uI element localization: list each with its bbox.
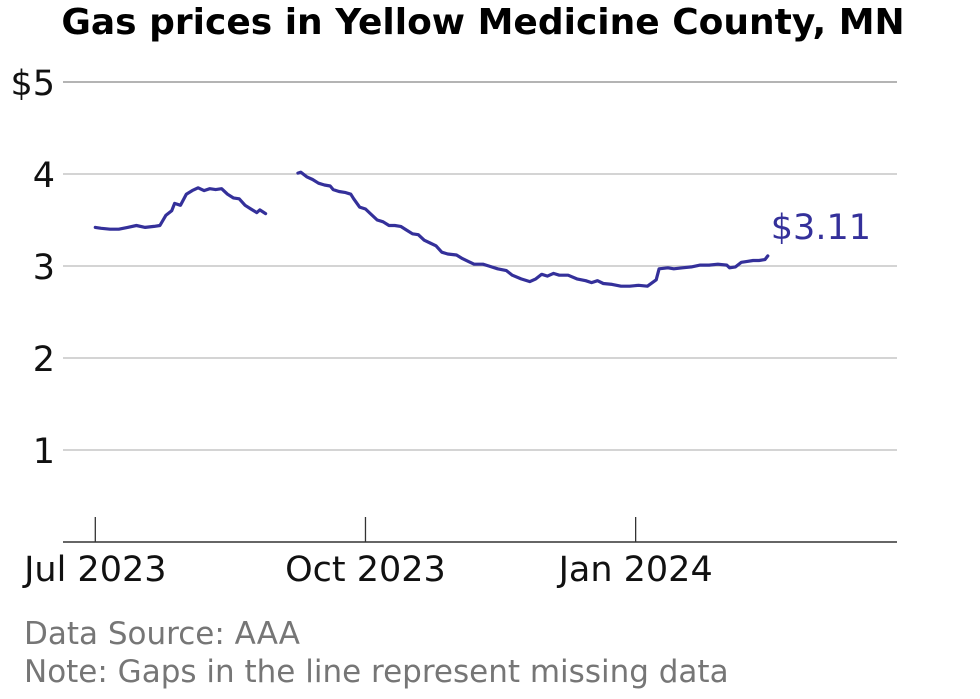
data-source-note: Data Source: AAA: [24, 616, 300, 652]
y-axis: 1 2 3 4 $5: [10, 64, 55, 472]
y-tick-label: 3: [33, 248, 55, 288]
gridlines: [63, 81, 897, 451]
end-value-label: $3.11: [771, 208, 871, 248]
missing-data-note: Note: Gaps in the line represent missing…: [24, 654, 729, 690]
y-tick-label: 1: [33, 432, 55, 472]
chart-title: Gas prices in Yellow Medicine County, MN: [61, 2, 905, 43]
y-tick-label: $5: [10, 64, 55, 104]
y-tick-label: 4: [33, 156, 55, 196]
series-line-segment: [93, 186, 268, 231]
y-tick-label: 2: [33, 340, 55, 380]
x-axis: Jul 2023 Oct 2023 Jan 2024: [22, 517, 897, 590]
x-tick-label: Jan 2024: [557, 550, 713, 590]
series-lines: $3.11: [93, 170, 871, 288]
series-line-segment: [296, 170, 770, 288]
x-tick-label: Oct 2023: [285, 550, 446, 590]
x-tick-label: Jul 2023: [22, 550, 166, 590]
